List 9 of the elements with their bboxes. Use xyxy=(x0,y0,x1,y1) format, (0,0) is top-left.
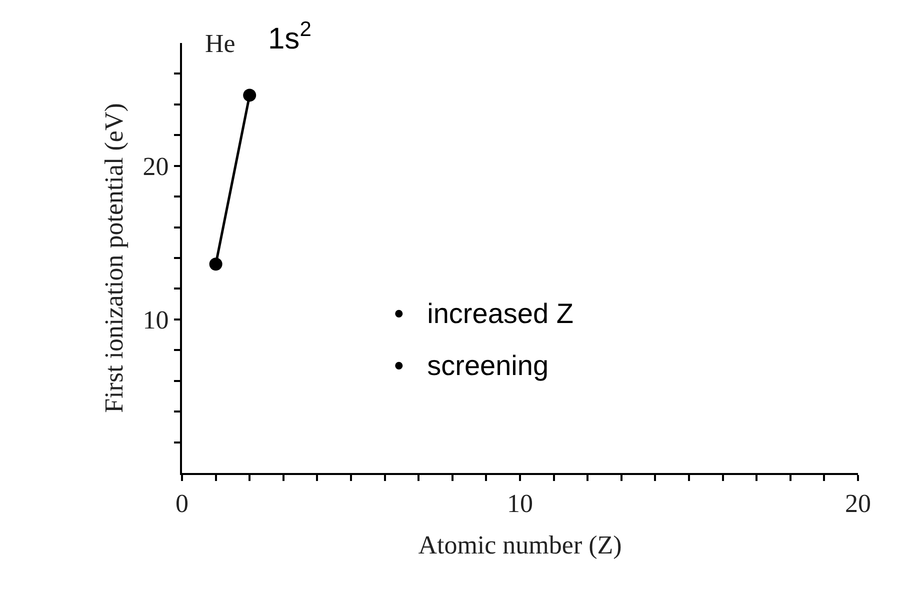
x-tick-label: 10 xyxy=(507,489,533,518)
annotation: 1s$^{2}$ xyxy=(268,18,312,56)
x-tick-label: 0 xyxy=(176,489,188,518)
x-axis-title: Atomic number (Z) xyxy=(418,530,622,560)
x-tick-label: 20 xyxy=(845,489,871,518)
annotation: • increased Z xyxy=(394,298,574,329)
annotation: • screening xyxy=(394,350,549,381)
y-axis-title: First ionization potential (eV) xyxy=(100,103,129,413)
annotation: He xyxy=(205,29,236,58)
